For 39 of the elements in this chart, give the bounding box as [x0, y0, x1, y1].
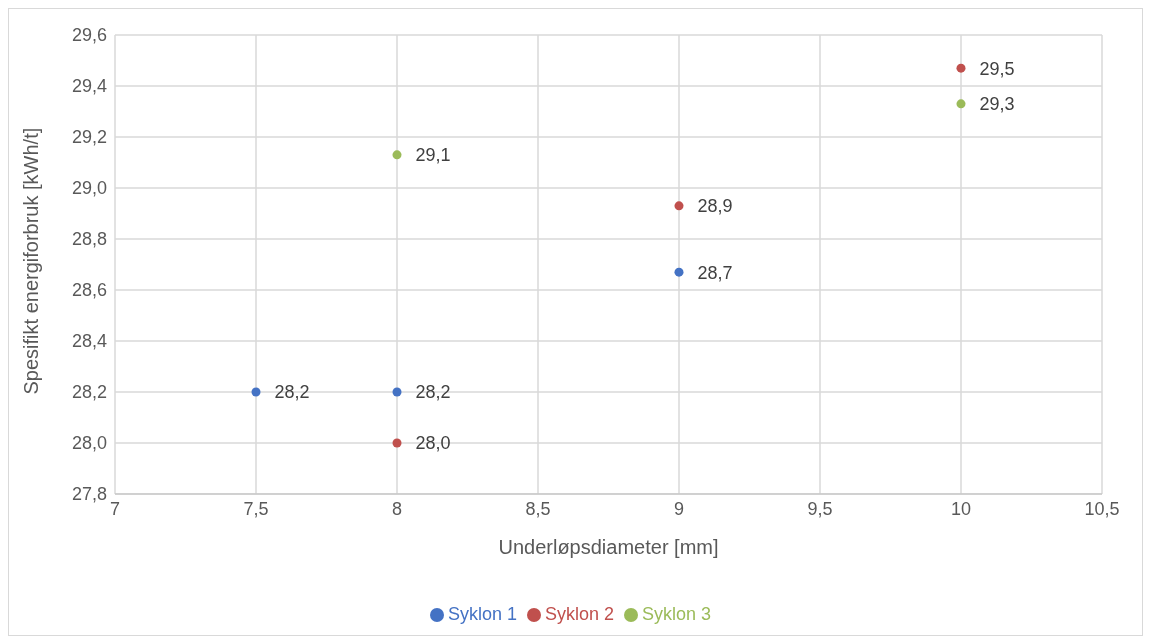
- data-label: 28,7: [697, 262, 733, 283]
- y-tick-label: 28,8: [71, 229, 107, 250]
- point: [674, 201, 684, 211]
- y-tick-label: 28,4: [71, 331, 107, 352]
- x-tick-label: 10,5: [1084, 498, 1120, 519]
- data-label: 28,2: [415, 382, 451, 403]
- x-tick-label: 10: [950, 498, 972, 519]
- data-label: 29,5: [979, 58, 1015, 79]
- data-label: 28,9: [697, 196, 733, 217]
- point: [251, 387, 261, 397]
- point: [392, 387, 402, 397]
- y-tick-label: 29,0: [71, 178, 107, 199]
- legend-label: Syklon 2: [544, 604, 615, 624]
- point: [956, 63, 966, 73]
- x-tick-label: 7: [109, 498, 121, 519]
- y-tick-label: 29,4: [71, 76, 107, 97]
- y-axis-title: Spesifikt energiforbruk [kWh/t]: [20, 127, 43, 395]
- data-label: 29,3: [979, 94, 1015, 115]
- point: [392, 438, 402, 448]
- y-tick-label: 28,6: [71, 280, 107, 301]
- x-axis-title: Underløpsdiameter [mm]: [498, 536, 719, 558]
- y-tick-label: 29,2: [71, 127, 107, 148]
- legend-label: Syklon 1: [447, 604, 517, 624]
- y-tick-label: 28,0: [71, 433, 107, 454]
- x-tick-label: 9,5: [807, 498, 833, 519]
- data-label: 28,0: [415, 433, 451, 454]
- x-tick-label: 9: [673, 498, 685, 519]
- y-tick-label: 28,2: [71, 382, 107, 403]
- data-label: 29,1: [415, 145, 451, 166]
- point: [674, 267, 684, 277]
- x-tick-label: 7,5: [243, 498, 269, 519]
- legend-label: Syklon 3: [642, 604, 712, 624]
- y-tick-label: 27,8: [71, 484, 107, 505]
- data-label: 28,2: [274, 382, 310, 403]
- point: [956, 99, 966, 109]
- point: [392, 150, 402, 160]
- x-tick-label: 8: [391, 498, 403, 519]
- y-tick-label: 29,6: [71, 25, 107, 46]
- x-tick-label: 8,5: [525, 498, 551, 519]
